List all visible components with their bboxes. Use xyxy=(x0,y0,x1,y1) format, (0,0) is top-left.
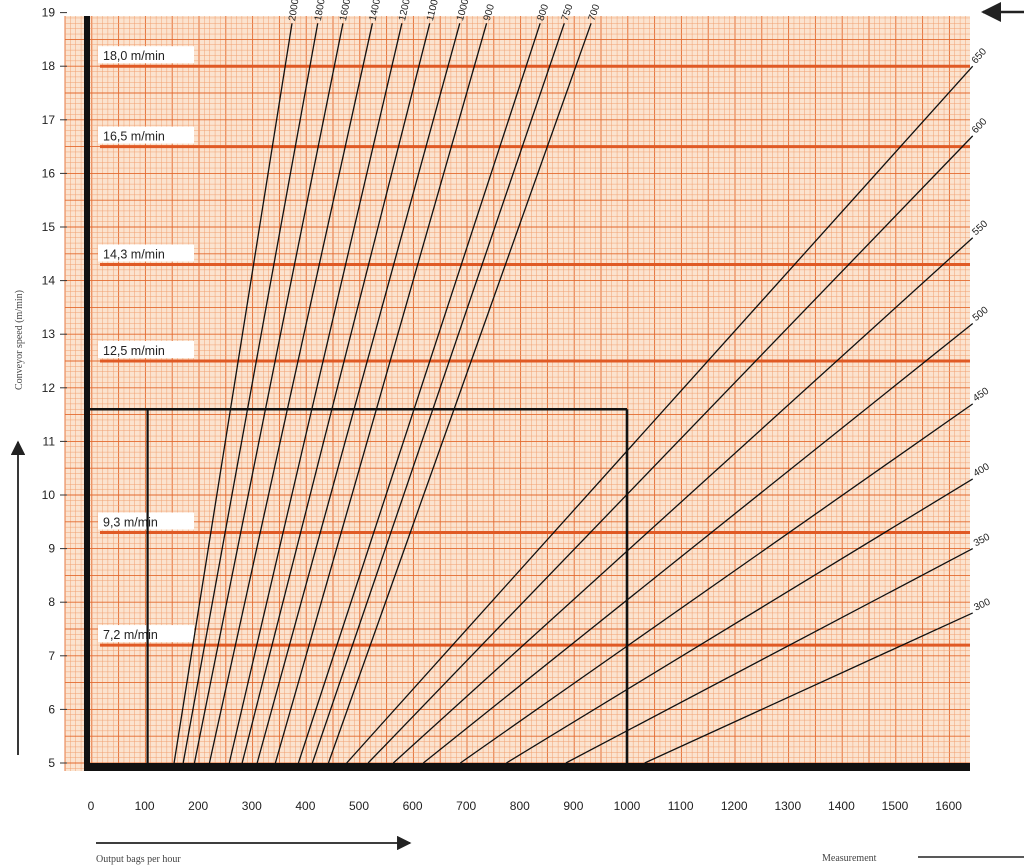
tick-labels: 5 6 7 8 9 10 11 12 13 14 15 16 17 18 19 0 100 200 300 400 50… xyxy=(42,6,963,813)
speed-label-box xyxy=(98,244,194,262)
measurement-label: Measurement xyxy=(822,853,877,864)
y-tick-label: 5 xyxy=(48,756,55,770)
series-line-550 xyxy=(392,237,974,764)
bag-length-lines: 2000 1800 1600 1400 1200 1100 1000 900 800 750 700… xyxy=(173,0,993,764)
line-label-550: 550 xyxy=(970,218,990,238)
x-tick-label: 1100 xyxy=(668,799,694,813)
series-line-1100 xyxy=(241,23,431,764)
speed-label-box xyxy=(98,341,194,358)
speed-level-label: 16,5 m/min xyxy=(103,130,165,144)
y-tick-label: 7 xyxy=(48,649,55,663)
line-label-300: 300 xyxy=(972,597,992,614)
speed-level-label: 9,3 m/min xyxy=(103,516,158,530)
series-line-750 xyxy=(311,23,565,764)
speed-label-box xyxy=(98,126,194,144)
series-line-450 xyxy=(459,403,974,764)
y-tick-label: 17 xyxy=(42,113,56,127)
speed-level-label: 14,3 m/min xyxy=(103,248,165,262)
x-tick-label: 1000 xyxy=(614,799,641,813)
line-label-1200: 1200 xyxy=(397,0,413,22)
series-line-700 xyxy=(327,23,592,764)
axes xyxy=(84,16,970,771)
line-label-1800: 1800 xyxy=(313,0,328,22)
x-tick-label: 1200 xyxy=(721,799,748,813)
line-label-1400: 1400 xyxy=(368,0,384,22)
series-line-800 xyxy=(297,23,541,764)
line-label-1600: 1600 xyxy=(338,0,353,22)
example-reading xyxy=(87,407,629,767)
y-tick-label: 19 xyxy=(42,6,56,20)
series-line-300 xyxy=(644,612,973,764)
axis-titles-and-arrows: Conveyor speed (m/min) Output bags per h… xyxy=(10,2,1024,865)
y-tick-label: 10 xyxy=(42,488,56,502)
speed-level-label: 7,2 m/min xyxy=(103,628,158,642)
y-tick-label: 9 xyxy=(48,542,55,556)
line-label-600: 600 xyxy=(970,116,990,136)
series-line-400 xyxy=(506,478,974,764)
y-tick-label: 8 xyxy=(48,595,55,609)
y-tick-label: 11 xyxy=(43,434,56,448)
speed-level-label: 18,0 m/min xyxy=(103,49,165,63)
y-tick-label: 13 xyxy=(42,327,56,341)
x-tick-label: 300 xyxy=(242,799,262,813)
line-label-350: 350 xyxy=(972,532,992,550)
series-line-650 xyxy=(346,65,974,764)
speed-level-bands: 18,0 m/min 16,5 m/min 14,3 m/min 12,5 m/min… xyxy=(98,46,970,647)
y-tick-label: 12 xyxy=(42,381,56,395)
line-label-450: 450 xyxy=(971,386,991,405)
x-axis-title: Output bags per hour xyxy=(96,854,181,865)
line-label-900: 900 xyxy=(482,3,497,22)
y-tick-label: 16 xyxy=(42,166,56,180)
x-tick-label: 800 xyxy=(510,799,530,813)
graph-paper-grid xyxy=(64,16,970,771)
series-line-600 xyxy=(367,135,974,764)
x-tick-label: 400 xyxy=(295,799,315,813)
x-tick-label: 1600 xyxy=(935,799,962,813)
line-label-400: 400 xyxy=(972,461,992,479)
series-line-1400 xyxy=(208,23,374,764)
line-label-500: 500 xyxy=(971,305,991,324)
speed-label-box xyxy=(98,46,194,64)
x-tick-label: 1400 xyxy=(828,799,855,813)
line-label-2000: 2000 xyxy=(287,0,301,22)
x-tick-label: 1500 xyxy=(882,799,909,813)
series-line-1600 xyxy=(193,23,344,764)
series-line-1000 xyxy=(256,23,461,764)
line-label-750: 750 xyxy=(560,3,576,23)
y-tick-label: 6 xyxy=(48,702,55,716)
series-line-2000 xyxy=(173,23,293,764)
x-tick-label: 500 xyxy=(349,799,369,813)
y-axis-title: Conveyor speed (m/min) xyxy=(14,290,25,390)
line-label-650: 650 xyxy=(970,46,990,66)
x-tick-label: 900 xyxy=(563,799,583,813)
series-line-1800 xyxy=(182,23,319,764)
x-tick-label: 0 xyxy=(88,799,95,813)
line-label-700: 700 xyxy=(587,3,603,23)
x-tick-label: 1300 xyxy=(774,799,801,813)
speed-level-label: 12,5 m/min xyxy=(103,344,165,358)
speed-label-box xyxy=(98,625,194,643)
y-tick-label: 18 xyxy=(42,59,56,73)
series-line-350 xyxy=(565,548,974,764)
y-tick-label: 15 xyxy=(42,220,56,234)
x-tick-label: 600 xyxy=(403,799,423,813)
y-tick-label: 14 xyxy=(42,274,56,288)
speed-label-box xyxy=(98,512,194,530)
line-label-1100: 1100 xyxy=(425,0,441,22)
series-line-500 xyxy=(422,322,974,764)
x-tick-label: 200 xyxy=(188,799,208,813)
line-label-800: 800 xyxy=(536,3,552,23)
x-tick-label: 100 xyxy=(135,799,155,813)
paper-background xyxy=(65,16,970,771)
series-line-900 xyxy=(274,23,488,764)
series-line-1200 xyxy=(228,23,403,764)
x-tick-label: 700 xyxy=(456,799,476,813)
